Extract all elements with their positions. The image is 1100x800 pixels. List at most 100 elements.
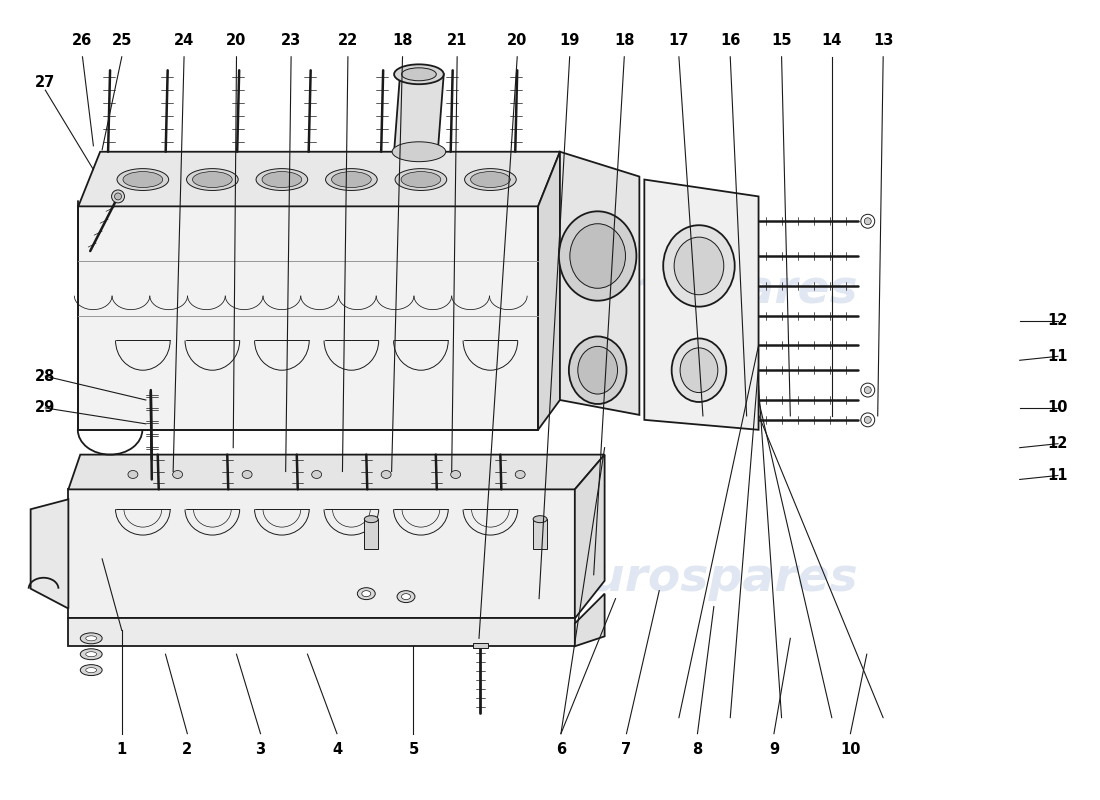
Text: 8: 8 xyxy=(692,742,703,757)
Polygon shape xyxy=(645,179,759,430)
Text: 2: 2 xyxy=(183,742,192,757)
Ellipse shape xyxy=(311,470,321,478)
Text: 20: 20 xyxy=(227,34,246,49)
Ellipse shape xyxy=(578,346,617,394)
Text: 9: 9 xyxy=(769,742,779,757)
Ellipse shape xyxy=(559,211,637,301)
Ellipse shape xyxy=(402,594,410,600)
Ellipse shape xyxy=(861,383,875,397)
Ellipse shape xyxy=(865,416,871,423)
Text: eurospares: eurospares xyxy=(560,268,858,314)
Text: 4: 4 xyxy=(332,742,342,757)
Polygon shape xyxy=(575,594,605,646)
Ellipse shape xyxy=(80,633,102,644)
Polygon shape xyxy=(538,152,560,430)
Text: 29: 29 xyxy=(35,401,55,415)
Text: 21: 21 xyxy=(447,34,468,49)
Ellipse shape xyxy=(80,665,102,675)
Text: 23: 23 xyxy=(280,34,301,49)
Text: 3: 3 xyxy=(255,742,265,757)
Ellipse shape xyxy=(451,470,461,478)
Ellipse shape xyxy=(358,588,375,600)
Ellipse shape xyxy=(111,190,124,203)
Polygon shape xyxy=(560,152,639,415)
Text: 12: 12 xyxy=(1048,313,1068,328)
Polygon shape xyxy=(78,152,560,206)
Ellipse shape xyxy=(402,68,437,81)
Text: 1: 1 xyxy=(117,742,126,757)
Ellipse shape xyxy=(362,590,371,597)
Ellipse shape xyxy=(256,169,308,190)
Text: 15: 15 xyxy=(771,34,792,49)
Ellipse shape xyxy=(402,171,441,187)
Ellipse shape xyxy=(173,470,183,478)
Ellipse shape xyxy=(471,171,510,187)
Ellipse shape xyxy=(86,668,97,673)
Ellipse shape xyxy=(128,470,138,478)
Polygon shape xyxy=(534,519,547,549)
Text: 20: 20 xyxy=(507,34,527,49)
Ellipse shape xyxy=(674,237,724,294)
Ellipse shape xyxy=(187,169,239,190)
Polygon shape xyxy=(394,74,443,152)
Text: 13: 13 xyxy=(873,34,893,49)
Polygon shape xyxy=(364,519,378,549)
Ellipse shape xyxy=(570,224,626,288)
Polygon shape xyxy=(68,618,575,646)
Ellipse shape xyxy=(392,142,446,162)
Text: 22: 22 xyxy=(338,34,358,49)
Text: 24: 24 xyxy=(174,34,195,49)
Text: eurospares: eurospares xyxy=(138,268,437,314)
Text: 25: 25 xyxy=(111,34,132,49)
Text: 12: 12 xyxy=(1048,436,1068,451)
Ellipse shape xyxy=(123,171,163,187)
Ellipse shape xyxy=(364,516,378,522)
Text: eurospares: eurospares xyxy=(560,556,858,602)
Ellipse shape xyxy=(680,348,718,393)
Text: 7: 7 xyxy=(621,742,631,757)
Text: 27: 27 xyxy=(35,74,55,90)
Polygon shape xyxy=(31,499,68,609)
Ellipse shape xyxy=(326,169,377,190)
Polygon shape xyxy=(68,454,605,490)
Ellipse shape xyxy=(80,649,102,660)
Ellipse shape xyxy=(534,516,547,522)
Polygon shape xyxy=(575,454,605,618)
Ellipse shape xyxy=(331,171,372,187)
Ellipse shape xyxy=(262,171,301,187)
Text: 28: 28 xyxy=(35,369,55,384)
Text: 11: 11 xyxy=(1047,468,1068,483)
Text: 10: 10 xyxy=(1047,401,1068,415)
Text: 11: 11 xyxy=(1047,349,1068,364)
Ellipse shape xyxy=(86,652,97,657)
Ellipse shape xyxy=(382,470,392,478)
Text: 14: 14 xyxy=(822,34,842,49)
Polygon shape xyxy=(68,490,575,618)
Text: 18: 18 xyxy=(393,34,412,49)
Text: 26: 26 xyxy=(73,34,92,49)
Text: 6: 6 xyxy=(556,742,566,757)
Text: 10: 10 xyxy=(840,742,860,757)
Text: eurospares: eurospares xyxy=(138,556,437,602)
Text: 16: 16 xyxy=(720,34,740,49)
Ellipse shape xyxy=(569,337,627,404)
Ellipse shape xyxy=(464,169,516,190)
Ellipse shape xyxy=(515,470,525,478)
Text: 17: 17 xyxy=(669,34,689,49)
Ellipse shape xyxy=(672,338,726,402)
Ellipse shape xyxy=(861,214,875,228)
Ellipse shape xyxy=(397,590,415,602)
Ellipse shape xyxy=(395,169,447,190)
Ellipse shape xyxy=(865,386,871,394)
Polygon shape xyxy=(78,206,538,430)
Ellipse shape xyxy=(663,226,735,306)
Ellipse shape xyxy=(861,413,875,427)
Ellipse shape xyxy=(865,218,871,225)
Text: 18: 18 xyxy=(614,34,635,49)
Ellipse shape xyxy=(117,169,168,190)
Text: 5: 5 xyxy=(408,742,419,757)
Ellipse shape xyxy=(242,470,252,478)
Ellipse shape xyxy=(86,636,97,641)
Ellipse shape xyxy=(192,171,232,187)
Ellipse shape xyxy=(394,64,443,84)
